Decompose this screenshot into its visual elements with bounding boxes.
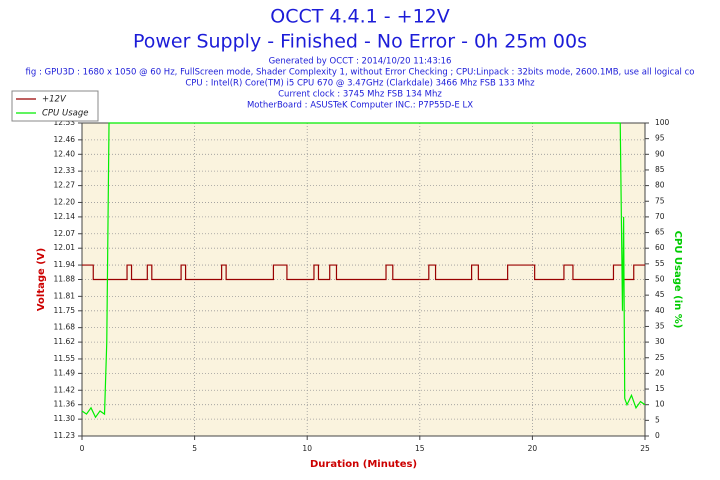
x-tick-label: 25 [640, 444, 650, 453]
y2-tick-label: 35 [655, 321, 665, 330]
y-tick-label: 11.23 [54, 431, 76, 440]
y2-tick-label: 40 [655, 306, 665, 315]
y-tick-label: 11.36 [54, 400, 76, 409]
y-tick-label: 11.49 [54, 368, 76, 377]
info-line: Current clock : 3745 Mhz FSB 134 Mhz [278, 90, 442, 100]
info-line: MotherBoard : ASUSTeK Computer INC.: P7P… [247, 101, 473, 111]
y-tick-label: 11.75 [54, 306, 76, 315]
y-tick-label: 12.20 [54, 197, 76, 206]
y-tick-label: 11.68 [54, 323, 76, 332]
y2-tick-label: 80 [655, 181, 665, 190]
y2-tick-label: 50 [655, 275, 665, 284]
chart-subtitle: Power Supply - Finished - No Error - 0h … [133, 31, 587, 53]
y2-tick-label: 25 [655, 353, 665, 362]
y-tick-label: 11.94 [54, 260, 76, 269]
x-tick-label: 15 [415, 444, 425, 453]
y2-tick-label: 30 [655, 337, 665, 346]
y2-tick-label: 85 [655, 165, 665, 174]
info-line: fig : GPU3D : 1680 x 1050 @ 60 Hz, FullS… [26, 68, 695, 78]
y2-tick-label: 55 [655, 259, 665, 268]
x-axis-label: Duration (Minutes) [310, 459, 417, 470]
y-tick-label: 11.88 [54, 275, 76, 284]
x-tick-label: 20 [528, 444, 538, 453]
y-tick-label: 11.30 [54, 414, 76, 423]
y-tick-label: 11.81 [54, 291, 76, 300]
y2-tick-label: 70 [655, 212, 665, 221]
y2-tick-label: 10 [655, 400, 665, 409]
y2-tick-label: 75 [655, 196, 665, 205]
y-axis-label: Voltage (V) [36, 248, 47, 311]
series-line [82, 264, 645, 281]
y-tick-label: 11.55 [54, 354, 76, 363]
x-tick-label: 5 [192, 444, 197, 453]
y-tick-label: 12.07 [54, 229, 76, 238]
info-line: CPU : Intel(R) Core(TM) i5 CPU 670 @ 3.4… [185, 79, 535, 89]
y2-tick-label: 15 [655, 384, 665, 393]
info-line: Generated by OCCT : 2014/10/20 11:43:16 [269, 57, 452, 67]
legend-label: CPU Usage [42, 109, 88, 119]
y2-tick-label: 65 [655, 228, 665, 237]
y2-tick-label: 90 [655, 149, 665, 158]
y2-tick-label: 60 [655, 243, 665, 252]
legend-label: +12V [42, 95, 67, 105]
y-tick-label: 11.42 [54, 385, 76, 394]
y-tick-label: 11.62 [54, 337, 76, 346]
series-line [81, 122, 646, 419]
y-tick-label: 12.40 [54, 149, 76, 158]
y-tick-label: 12.14 [54, 212, 76, 221]
y2-tick-label: 95 [655, 134, 665, 143]
y-tick-label: 12.33 [54, 166, 76, 175]
legend-box [11, 90, 99, 122]
y-tick-label: 12.46 [54, 135, 76, 144]
y2-tick-label: 20 [655, 368, 665, 377]
y2-tick-label: 45 [655, 290, 665, 299]
y-tick-label: 12.01 [54, 243, 76, 252]
y-tick-label: 12.27 [54, 181, 76, 190]
y2-axis-label: CPU Usage (in %) [672, 231, 683, 329]
y-tick-label: 12.53 [54, 118, 76, 127]
y2-tick-label: 100 [655, 118, 670, 127]
x-tick-label: 10 [302, 444, 312, 453]
y2-tick-label: 0 [655, 431, 660, 440]
y2-tick-label: 5 [655, 415, 660, 424]
chart-title: OCCT 4.4.1 - +12V [270, 6, 450, 28]
x-tick-label: 0 [80, 444, 85, 453]
